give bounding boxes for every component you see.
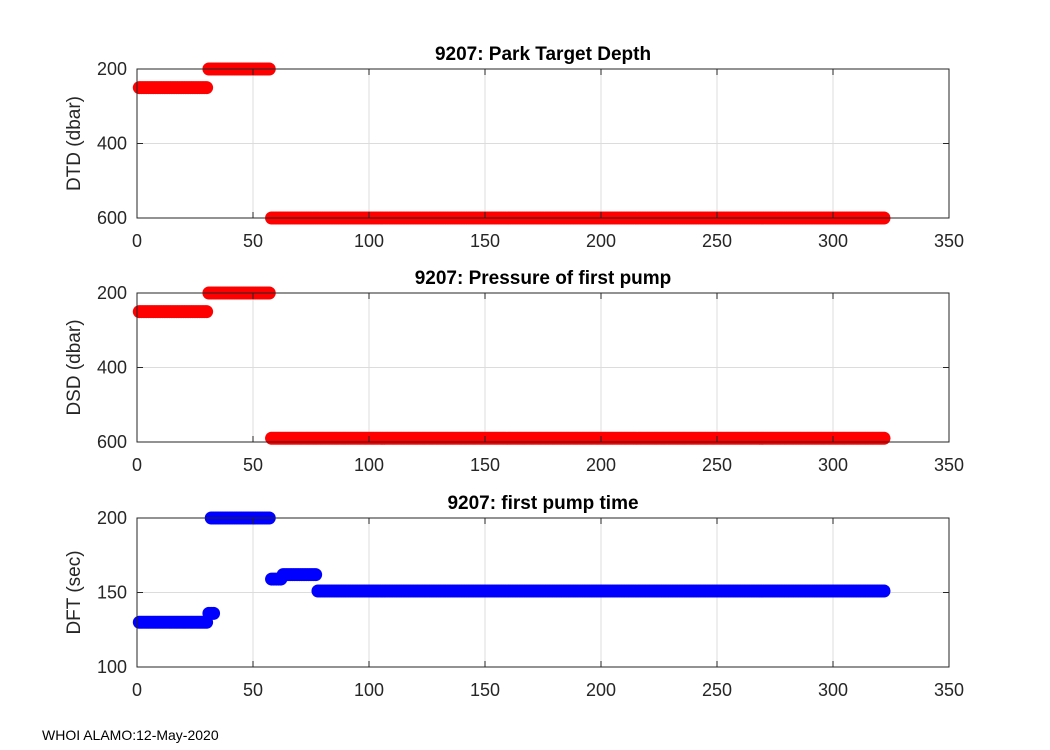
x-tick-label: 100 [354, 455, 384, 475]
y-tick-label: 100 [97, 657, 127, 677]
x-tick-label: 50 [243, 455, 263, 475]
x-tick-label: 0 [132, 455, 142, 475]
x-tick-label: 250 [702, 680, 732, 700]
data-point [200, 81, 214, 95]
x-tick-label: 0 [132, 680, 142, 700]
y-axis-label: DSD (dbar) [64, 319, 85, 415]
x-tick-label: 150 [470, 455, 500, 475]
x-tick-label: 300 [818, 231, 848, 251]
subplot-2: 0 50 100 150 200 250 300 350 200 400 600 9207: Pres… [64, 268, 964, 475]
x-tick-label: 50 [243, 680, 263, 700]
x-tick-label: 100 [354, 231, 384, 251]
y-tick-label: 150 [97, 583, 127, 603]
y-tick-label: 200 [97, 283, 127, 303]
x-tick-label: 200 [586, 455, 616, 475]
y-axis-label: DTD (dbar) [64, 96, 85, 191]
x-tick-label: 150 [470, 231, 500, 251]
subplot-1: 0 50 100 150 200 250 300 350 200 400 600 9207: Park… [64, 44, 964, 251]
x-tick-label: 350 [934, 455, 964, 475]
chart-title: 9207: Pressure of first pump [415, 268, 672, 289]
x-tick-label: 200 [586, 680, 616, 700]
x-tick-label: 50 [243, 231, 263, 251]
footer-timestamp: WHOI ALAMO:12-May-2020 [42, 727, 219, 743]
chart-title: 9207: Park Target Depth [435, 44, 651, 65]
data-point [207, 606, 221, 620]
x-tick-label: 300 [818, 455, 848, 475]
x-tick-label: 300 [818, 680, 848, 700]
y-tick-label: 600 [97, 208, 127, 228]
x-tick-label: 350 [934, 231, 964, 251]
data-point [309, 568, 323, 582]
x-tick-label: 150 [470, 680, 500, 700]
y-tick-label: 600 [97, 432, 127, 452]
data-point [200, 305, 214, 319]
data-point [877, 584, 891, 598]
x-tick-label: 0 [132, 231, 142, 251]
y-tick-label: 400 [97, 134, 127, 154]
data-point [877, 431, 891, 445]
y-tick-label: 200 [97, 59, 127, 79]
subplot-3: 0 50 100 150 200 250 300 350 100 150 200 9207: firs… [64, 493, 964, 700]
x-tick-label: 100 [354, 680, 384, 700]
chart-title: 9207: first pump time [447, 493, 638, 514]
y-tick-label: 400 [97, 358, 127, 378]
y-axis-label: DFT (sec) [64, 550, 85, 634]
x-tick-label: 250 [702, 231, 732, 251]
x-tick-label: 200 [586, 231, 616, 251]
x-tick-label: 350 [934, 680, 964, 700]
y-tick-label: 200 [97, 508, 127, 528]
x-tick-label: 250 [702, 455, 732, 475]
